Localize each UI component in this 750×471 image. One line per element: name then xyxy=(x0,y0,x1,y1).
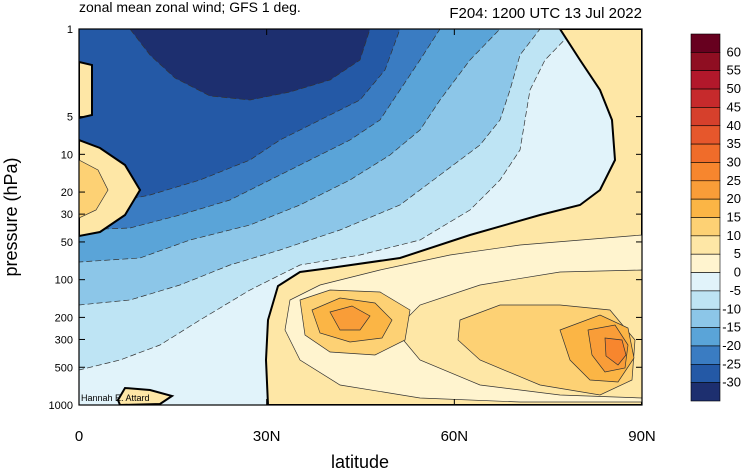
contour-fill xyxy=(329,305,371,331)
x-axis-label: latitude xyxy=(331,452,389,471)
colorbar-label: -15 xyxy=(722,320,741,335)
credit-text: Hannah E. Attard xyxy=(81,393,150,403)
y-tick-label: 30 xyxy=(61,209,73,221)
colorbar-label: 50 xyxy=(727,81,741,96)
colorbar-label: 30 xyxy=(727,154,741,169)
colorbar-label: -25 xyxy=(722,356,741,371)
y-tick-label: 1000 xyxy=(49,400,73,412)
colorbar-label: -5 xyxy=(729,283,741,298)
y-tick-label: 200 xyxy=(55,312,73,324)
colorbar-swatch xyxy=(690,107,721,127)
y-tick-label: 5 xyxy=(67,112,73,124)
colorbar-swatch xyxy=(690,290,721,310)
colorbar-label: 10 xyxy=(727,228,741,243)
colorbar-swatch xyxy=(690,180,721,200)
colorbar-label: -30 xyxy=(722,375,741,390)
colorbar-swatch xyxy=(690,382,721,402)
y-tick-label: 100 xyxy=(55,275,73,287)
colorbar-label: 0 xyxy=(734,265,741,280)
colorbar-label: 45 xyxy=(727,99,741,114)
colorbar-swatch xyxy=(690,198,721,218)
colorbar-swatch xyxy=(690,363,721,383)
colorbar-swatch xyxy=(690,52,721,71)
colorbar-label: 15 xyxy=(727,210,741,225)
contour-fill xyxy=(79,60,93,120)
chart-title-right: F204: 1200 UTC 13 Jul 2022 xyxy=(449,5,642,22)
colorbar-label: 25 xyxy=(727,173,741,188)
x-tick-label: 0 xyxy=(75,428,83,445)
colorbar-label: 20 xyxy=(727,191,741,206)
y-tick-label: 50 xyxy=(61,237,73,249)
colorbar-swatch xyxy=(690,33,721,53)
y-tick-label: 20 xyxy=(61,187,73,199)
x-tick-label: 60N xyxy=(441,428,469,445)
y-tick-label: 10 xyxy=(61,149,73,161)
colorbar-swatch xyxy=(690,345,721,365)
colorbar-label: -10 xyxy=(722,301,741,316)
y-tick-label: 300 xyxy=(55,334,73,346)
colorbar-swatch xyxy=(690,143,721,163)
colorbar-swatch xyxy=(690,217,721,237)
colorbar-swatch xyxy=(690,308,721,328)
colorbar: 605550454035302520151050-5-10-15-20-25-3… xyxy=(690,33,741,402)
colorbar-swatch xyxy=(690,327,721,347)
colorbar-label: 40 xyxy=(727,118,741,133)
plot-frame xyxy=(78,28,643,406)
contour-fill xyxy=(79,159,109,219)
colorbar-swatch xyxy=(690,70,721,90)
colorbar-swatch xyxy=(690,272,721,292)
x-tick-label: 30N xyxy=(253,428,281,445)
y-tick-label: 1 xyxy=(67,24,73,36)
colorbar-label: 55 xyxy=(727,63,741,78)
contour-fill xyxy=(116,386,175,405)
y-axis-label: pressure (hPa) xyxy=(1,157,21,276)
contour-fill xyxy=(129,29,371,101)
chart-title-left: zonal mean zonal wind; GFS 1 deg. xyxy=(79,0,301,15)
colorbar-label: 60 xyxy=(727,44,741,59)
y-tick-label: 500 xyxy=(55,362,73,374)
contour-field: Hannah E. Attard xyxy=(79,29,642,405)
x-tick-label: 90N xyxy=(628,428,656,445)
colorbar-label: -20 xyxy=(722,338,741,353)
colorbar-swatch xyxy=(690,125,721,145)
colorbar-swatch xyxy=(690,253,721,273)
colorbar-label: 5 xyxy=(734,246,741,261)
axes-ticks: 0 30N 60N 90N 1 5 10 20 30 50 100 200 300 500 1000 xyxy=(49,24,656,445)
colorbar-swatch xyxy=(690,162,721,182)
contour-fill xyxy=(604,337,627,366)
colorbar-label: 35 xyxy=(727,136,741,151)
contour-fill xyxy=(79,138,142,238)
colorbar-swatch xyxy=(690,88,721,108)
colorbar-swatch xyxy=(690,235,721,255)
